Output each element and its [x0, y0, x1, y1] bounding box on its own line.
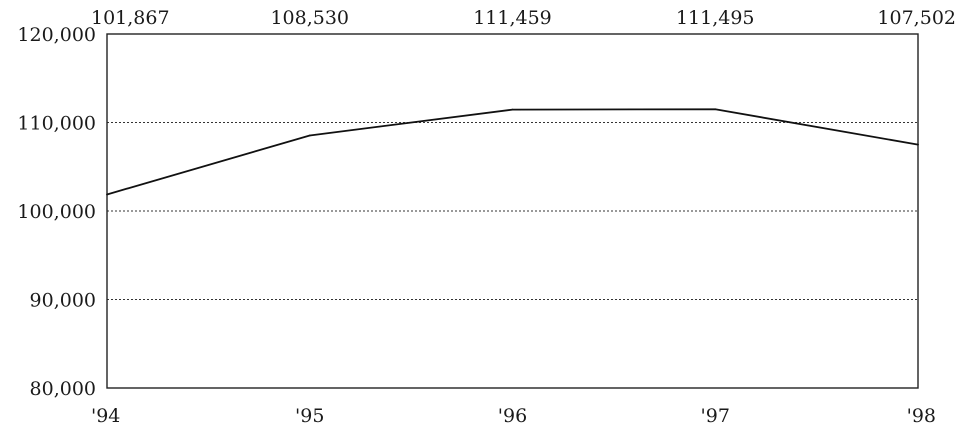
y-tick-label: 110,000: [17, 113, 96, 135]
x-tick-label: '97: [701, 405, 730, 427]
plot-area-frame: [106, 33, 919, 389]
y-axis-tick-labels: 80,000 90,000 100,000 110,000 120,000: [17, 24, 96, 400]
data-point: [714, 108, 717, 111]
data-point: [106, 193, 108, 196]
data-point: [308, 134, 311, 137]
y-tick-label: 90,000: [30, 290, 96, 312]
x-tick-label: '98: [907, 405, 936, 427]
data-label: 101,867: [91, 7, 170, 29]
x-tick-label: '96: [498, 405, 527, 427]
y-tick-label: 80,000: [30, 378, 96, 400]
x-tick-label: '94: [91, 405, 120, 427]
data-label: 107,502: [877, 7, 956, 29]
data-point: [511, 108, 514, 111]
x-tick-label: '95: [295, 405, 324, 427]
gridlines: [107, 121, 918, 301]
data-labels: 101,867 108,530 111,459 111,495 107,502: [91, 7, 956, 29]
y-tick-label: 120,000: [17, 24, 96, 46]
data-points: [106, 108, 919, 196]
x-axis-tick-labels: '94 '95 '96 '97 '98: [91, 405, 936, 427]
y-tick-label: 100,000: [17, 201, 96, 223]
data-label: 111,459: [473, 7, 552, 29]
data-point: [917, 143, 919, 146]
data-label: 111,495: [676, 7, 755, 29]
data-label: 108,530: [270, 7, 349, 29]
